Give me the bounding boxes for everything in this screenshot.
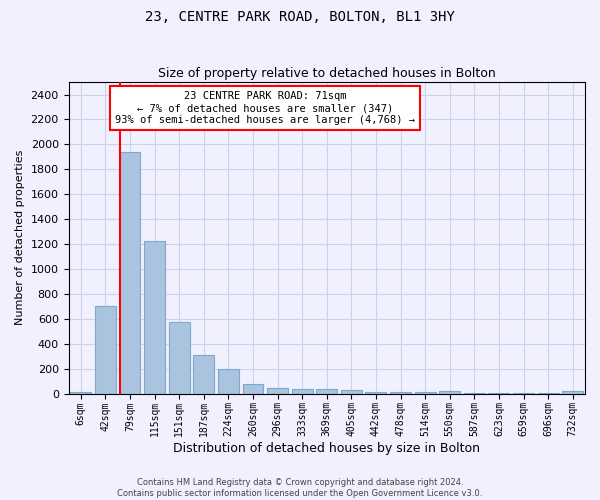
Bar [119, 152, 140, 394]
Bar [439, 391, 460, 394]
Text: 23, CENTRE PARK ROAD, BOLTON, BL1 3HY: 23, CENTRE PARK ROAD, BOLTON, BL1 3HY [145, 10, 455, 24]
Text: Contains HM Land Registry data © Crown copyright and database right 2024.
Contai: Contains HM Land Registry data © Crown c… [118, 478, 482, 498]
Bar [488, 393, 509, 394]
Bar [95, 306, 116, 394]
Bar [144, 241, 165, 394]
Y-axis label: Number of detached properties: Number of detached properties [15, 150, 25, 326]
Bar [341, 390, 362, 394]
Bar [193, 355, 214, 394]
Bar [70, 392, 91, 394]
Text: 23 CENTRE PARK ROAD: 71sqm
← 7% of detached houses are smaller (347)
93% of semi: 23 CENTRE PARK ROAD: 71sqm ← 7% of detac… [115, 92, 415, 124]
X-axis label: Distribution of detached houses by size in Bolton: Distribution of detached houses by size … [173, 442, 480, 455]
Bar [218, 368, 239, 394]
Bar [292, 389, 313, 394]
Title: Size of property relative to detached houses in Bolton: Size of property relative to detached ho… [158, 66, 496, 80]
Bar [365, 392, 386, 394]
Bar [242, 384, 263, 394]
Bar [538, 393, 559, 394]
Bar [415, 392, 436, 394]
Bar [169, 322, 190, 394]
Bar [390, 392, 411, 394]
Bar [316, 389, 337, 394]
Bar [464, 393, 485, 394]
Bar [267, 388, 288, 394]
Bar [513, 393, 534, 394]
Bar [562, 391, 583, 394]
